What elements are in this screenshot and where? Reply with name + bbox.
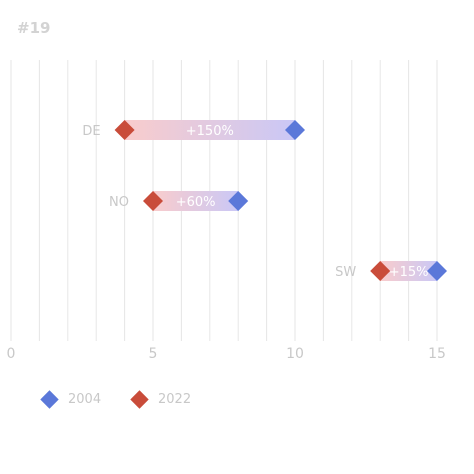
- x-tick-label: 5: [149, 346, 158, 362]
- x-tick-label: 10: [286, 346, 304, 362]
- marker-2004: [285, 120, 305, 140]
- change-label: +15%: [389, 265, 429, 280]
- legend-item-2004: 2004: [40, 390, 102, 409]
- x-tick-label: 15: [428, 346, 446, 362]
- range-bar: [380, 261, 437, 281]
- chart-title: #19: [17, 19, 51, 37]
- legend-swatch-2004: [40, 390, 59, 409]
- marker-2022: [143, 191, 163, 211]
- marker-2022: [370, 261, 391, 281]
- legend-swatch-2022: [130, 390, 149, 409]
- change-label: +150%: [186, 124, 234, 139]
- legend-label-2004: 2004: [68, 392, 102, 407]
- category-label: NO: [109, 195, 129, 210]
- category-label: DE: [82, 124, 100, 139]
- marker-2004: [427, 261, 447, 281]
- legend-item-2022: 2022: [130, 390, 192, 409]
- x-tick-label: 0: [7, 346, 16, 362]
- change-label: +60%: [176, 195, 216, 210]
- range-bar: [153, 191, 239, 211]
- category-label: SW: [335, 265, 356, 280]
- marker-2022: [114, 120, 135, 140]
- legend-label-2022: 2022: [158, 392, 192, 407]
- marker-2004: [228, 191, 249, 211]
- range-bar: [124, 120, 295, 140]
